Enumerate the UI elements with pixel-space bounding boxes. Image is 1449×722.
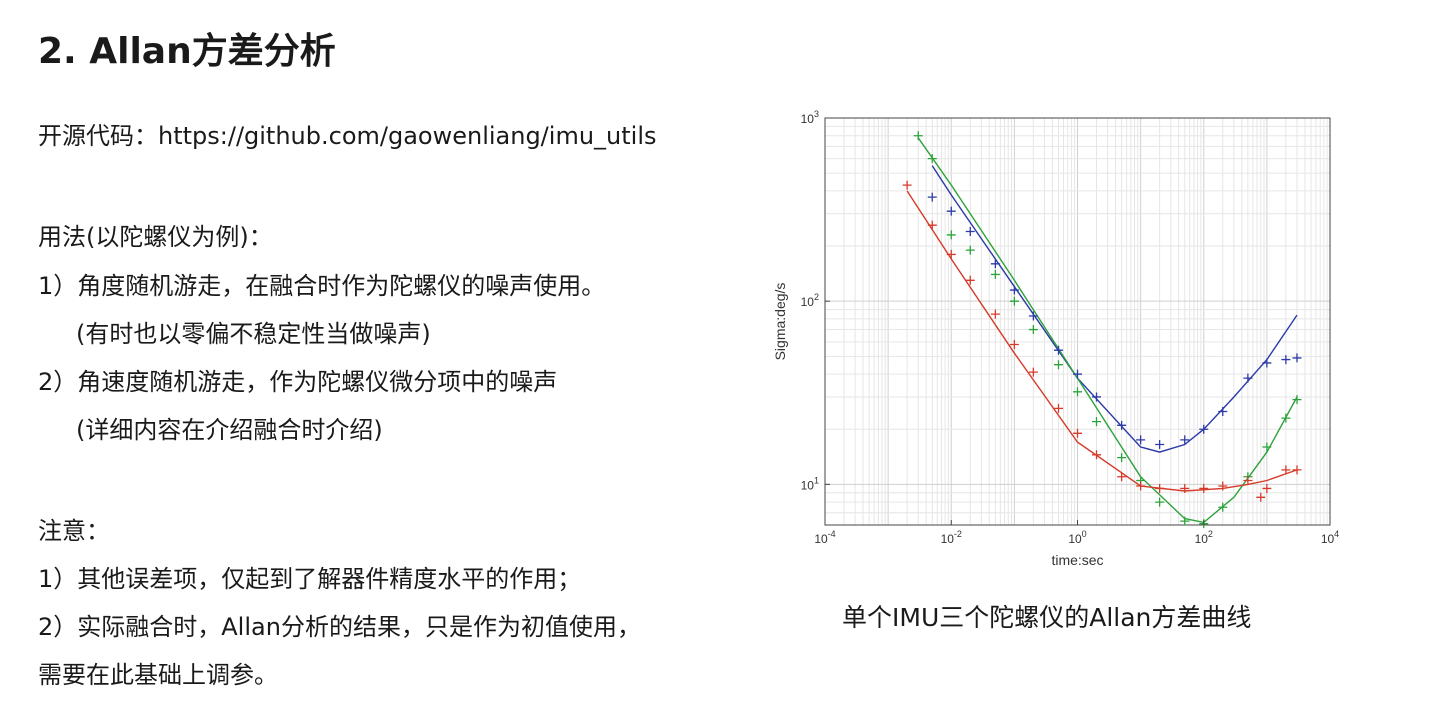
data-point-series-2 — [1292, 395, 1302, 405]
data-point-series-1 — [1092, 392, 1102, 402]
y-axis-label: Sigma:deg/s — [772, 283, 788, 361]
data-point-series-2 — [1028, 325, 1038, 335]
x-tick-label: 10-4 — [814, 529, 835, 546]
y-tick-label: 102 — [801, 292, 819, 309]
allan-variance-chart: 10-4 10-2 100 102 104 101 102 103 time:sec Sigm… — [772, 109, 1340, 568]
data-point-series-1 — [946, 206, 956, 216]
data-point-series-3 — [1281, 465, 1291, 475]
data-point-series-3 — [1262, 483, 1272, 493]
note-item-2: 2）实际融合时，Allan分析的结果，只是作为初值使用， — [38, 613, 641, 641]
data-point-series-1 — [990, 259, 1000, 269]
y-tick-label: 101 — [801, 475, 819, 492]
x-axis-label: time:sec — [1051, 552, 1103, 568]
x-tick-label: 10-2 — [941, 529, 962, 546]
usage-heading: 用法(以陀螺仪为例)： — [38, 223, 273, 251]
note-item-2-continued: 需要在此基础上调参。 — [38, 661, 278, 689]
data-point-series-3 — [1292, 465, 1302, 475]
data-point-series-1 — [965, 227, 975, 237]
fit-line-series-1 — [931, 165, 1298, 453]
fit-lines — [906, 137, 1298, 524]
data-point-series-3 — [1155, 483, 1165, 493]
data-point-series-3 — [946, 249, 956, 259]
usage-item-2-note: (详细内容在介绍融合时介绍) — [76, 416, 383, 444]
data-point-series-1 — [1028, 311, 1038, 321]
data-point-series-2 — [927, 154, 937, 164]
data-point-series-2 — [1155, 497, 1165, 507]
data-point-series-2 — [1117, 453, 1127, 463]
data-point-series-3 — [902, 180, 912, 190]
data-point-series-3 — [1009, 340, 1019, 350]
data-point-series-3 — [1053, 403, 1063, 413]
usage-item-2: 2）角速度随机游走，作为陀螺仪微分项中的噪声 — [38, 368, 558, 396]
data-point-series-1 — [1009, 285, 1019, 295]
data-point-series-3 — [927, 220, 937, 230]
tick-labels: 10-4 10-2 100 102 104 101 102 103 — [801, 109, 1340, 546]
data-point-series-3 — [1136, 481, 1146, 491]
data-point-series-1 — [1073, 369, 1082, 379]
source-code-line: 开源代码：https://github.com/gaowenliang/imu_… — [38, 122, 657, 150]
data-point-series-3 — [990, 309, 1000, 319]
data-point-series-2 — [1073, 387, 1082, 397]
data-point-series-2 — [946, 230, 956, 240]
data-point-series-3 — [1028, 367, 1038, 377]
fit-line-series-2 — [917, 137, 1298, 524]
data-point-series-1 — [1292, 353, 1302, 363]
data-point-series-3 — [1117, 472, 1127, 482]
data-point-series-3 — [1180, 483, 1190, 493]
slide-title: 2. Allan方差分析 — [38, 31, 336, 72]
x-tick-label: 100 — [1068, 529, 1086, 546]
data-point-series-1 — [1136, 435, 1146, 445]
data-point-series-2 — [1180, 516, 1190, 526]
data-point-series-1 — [1262, 358, 1272, 368]
data-point-series-3 — [1092, 450, 1102, 460]
data-point-series-1 — [1199, 424, 1209, 434]
data-point-series-1 — [1053, 345, 1063, 355]
data-markers — [902, 131, 1302, 529]
chart-grid — [824, 118, 1330, 526]
data-point-series-3 — [1256, 492, 1266, 502]
data-point-series-1 — [1243, 373, 1253, 383]
chart-caption: 单个IMU三个陀螺仪的Allan方差曲线 — [842, 603, 1252, 632]
data-point-series-3 — [1218, 481, 1228, 491]
note-item-1: 1）其他误差项，仅起到了解器件精度水平的作用； — [38, 565, 582, 593]
data-point-series-1 — [1117, 420, 1127, 430]
data-point-series-2 — [1262, 442, 1272, 452]
x-tick-label: 102 — [1195, 529, 1213, 546]
note-heading: 注意： — [38, 517, 110, 545]
data-point-series-2 — [913, 131, 923, 141]
data-point-series-1 — [1180, 435, 1190, 445]
data-point-series-3 — [1243, 475, 1253, 485]
data-point-series-2 — [990, 269, 1000, 279]
data-point-series-1 — [1218, 406, 1228, 416]
fit-line-series-3 — [906, 190, 1298, 492]
data-point-series-3 — [1073, 428, 1082, 438]
x-tick-label: 104 — [1321, 529, 1339, 546]
data-point-series-2 — [1053, 360, 1063, 370]
usage-item-1-note: (有时也以零偏不稳定性当做噪声) — [76, 320, 431, 348]
data-point-series-2 — [1218, 502, 1228, 512]
data-point-series-2 — [965, 245, 975, 255]
data-point-series-2 — [1009, 296, 1019, 306]
data-point-series-1 — [927, 192, 937, 202]
data-point-series-1 — [1281, 355, 1291, 365]
data-point-series-3 — [965, 275, 975, 285]
y-tick-label: 103 — [801, 109, 819, 126]
data-point-series-1 — [1155, 440, 1165, 450]
usage-item-1: 1）角度随机游走，在融合时作为陀螺仪的噪声使用。 — [38, 272, 606, 300]
data-point-series-2 — [1281, 413, 1291, 423]
data-point-series-3 — [1199, 483, 1209, 493]
data-point-series-2 — [1092, 417, 1102, 427]
